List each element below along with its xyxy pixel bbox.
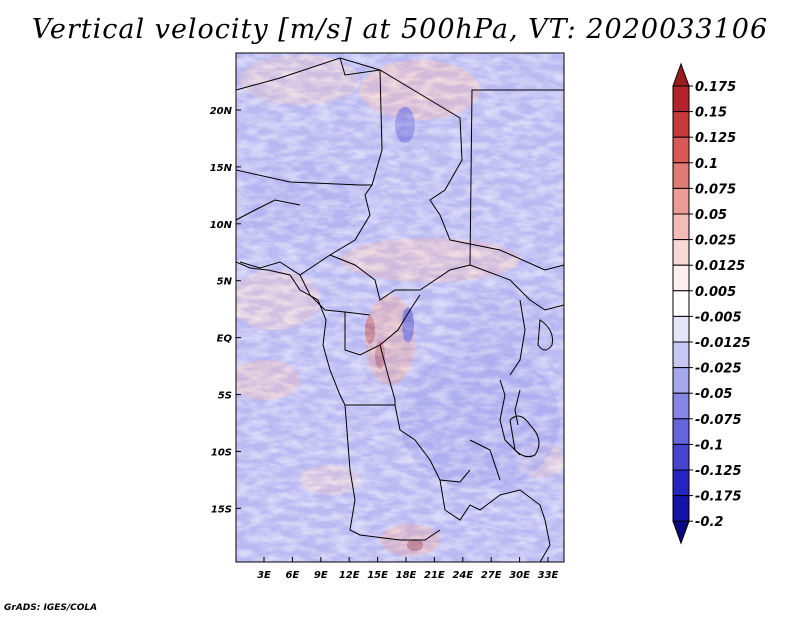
lon-label: 18E bbox=[396, 570, 417, 581]
lat-label: 10N bbox=[210, 220, 233, 231]
lon-label: 24E bbox=[452, 570, 473, 581]
colorbar-bin bbox=[672, 187, 690, 215]
lon-label: 30E bbox=[509, 570, 530, 581]
colorbar-bin bbox=[672, 239, 690, 266]
lat-label: 15S bbox=[211, 504, 232, 515]
lon-label: 27E bbox=[481, 570, 502, 581]
colorbar-label: 0.025 bbox=[695, 234, 736, 249]
colorbar-bin bbox=[672, 418, 690, 445]
lon-label: 15E bbox=[367, 570, 388, 581]
colorbar-top-arrow bbox=[672, 62, 690, 87]
colorbar-label: 0.175 bbox=[695, 80, 736, 95]
colorbar-bin bbox=[672, 213, 690, 241]
lon-label: 33E bbox=[538, 570, 559, 581]
lat-label: 10S bbox=[211, 447, 232, 458]
colorbar-bin bbox=[672, 136, 690, 164]
colorbar-bin bbox=[672, 495, 690, 522]
colorbar-bin bbox=[672, 85, 690, 113]
colorbar-label: 0.15 bbox=[695, 106, 727, 121]
longitude-axis: 3E 6E 9E 12E 15E 18E 21E 24E 27E 30E 33E bbox=[257, 557, 559, 581]
colorbar-label: -0.125 bbox=[695, 464, 742, 479]
colorbar-bin bbox=[672, 392, 690, 420]
colorbar-label: -0.2 bbox=[695, 515, 723, 530]
colorbar-label: -0.175 bbox=[695, 490, 742, 505]
colorbar-label: 0.1 bbox=[695, 157, 718, 172]
lon-label: 21E bbox=[424, 570, 445, 581]
lat-label: 5N bbox=[217, 277, 233, 288]
grads-credit: GrADS: IGES/COLA bbox=[4, 603, 98, 613]
colorbar-bin bbox=[672, 469, 690, 497]
lon-label: 3E bbox=[257, 570, 271, 581]
colorbar-bin bbox=[672, 443, 690, 471]
colorbar-bin bbox=[672, 264, 690, 292]
lat-label: 15N bbox=[210, 163, 233, 174]
colorbar-bin bbox=[672, 162, 690, 189]
colorbar-bin bbox=[672, 367, 690, 394]
colorbar-label: -0.05 bbox=[695, 387, 732, 402]
lat-label: EQ bbox=[217, 334, 233, 345]
colorbar-bin bbox=[672, 290, 690, 317]
lon-label: 9E bbox=[314, 570, 328, 581]
colorbar: 0.175 0.15 0.125 0.1 0.075 0.05 0.025 0.0125 0.0… bbox=[672, 62, 751, 545]
colorbar-label: -0.0125 bbox=[695, 336, 751, 351]
velocity-field bbox=[236, 53, 564, 562]
lat-label: 20N bbox=[210, 106, 233, 117]
lon-label: 12E bbox=[339, 570, 360, 581]
lat-label: 5S bbox=[218, 391, 232, 402]
country-borders bbox=[236, 57, 564, 562]
plot-title: Vertical velocity [m/s] at 500hPa, VT: 2… bbox=[31, 14, 769, 45]
colorbar-label: 0.05 bbox=[695, 208, 727, 223]
colorbar-label: -0.005 bbox=[695, 310, 742, 325]
colorbar-label: -0.025 bbox=[695, 362, 742, 377]
latitude-axis: 20N 15N 10N 5N EQ 5S 10S 15S bbox=[210, 106, 241, 515]
colorbar-label: -0.1 bbox=[695, 438, 723, 453]
colorbar-label: 0.075 bbox=[695, 182, 736, 197]
colorbar-label: 0.0125 bbox=[695, 259, 745, 274]
colorbar-label: -0.075 bbox=[695, 413, 742, 428]
colorbar-label: 0.005 bbox=[695, 285, 736, 300]
colorbar-bottom-arrow bbox=[672, 520, 690, 545]
lon-label: 6E bbox=[286, 570, 300, 581]
colorbar-bin bbox=[672, 315, 690, 343]
colorbar-bin bbox=[672, 111, 690, 138]
colorbar-bin bbox=[672, 341, 690, 369]
map-frame bbox=[235, 52, 565, 563]
colorbar-label: 0.125 bbox=[695, 131, 736, 146]
